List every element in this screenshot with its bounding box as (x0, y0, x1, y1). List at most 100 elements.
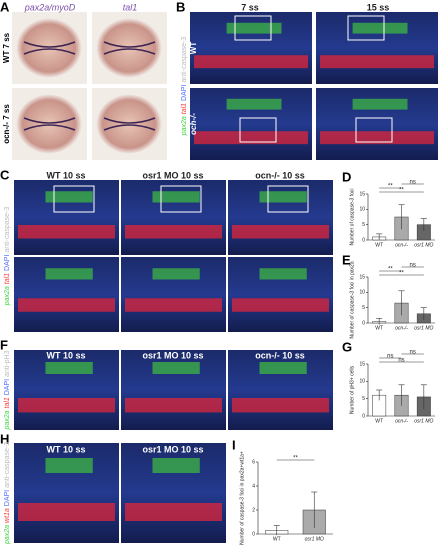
stain-stripe (23, 41, 76, 55)
signal-green (259, 268, 307, 280)
stain-label: pax2a wt1a DAPI anti-caspase-3 (4, 442, 11, 545)
panel-label: A (0, 0, 10, 14)
panel-label: H (0, 431, 9, 446)
y-tick-label: 10 (359, 379, 365, 385)
stain: DAPI (181, 85, 188, 101)
signal-red (320, 55, 434, 69)
roi-box (53, 185, 95, 213)
signal-red (194, 131, 308, 145)
signal-green (45, 458, 93, 473)
stain: tal1 (4, 273, 11, 284)
column-header: osr1 MO 10 ss (142, 170, 203, 180)
signal-red (125, 225, 222, 239)
signal-red (125, 503, 222, 521)
signal-green (226, 98, 282, 110)
row-label: ocn-/- 7 ss (2, 104, 11, 144)
significance-label: ** (399, 188, 404, 194)
x-tick-label: osr1 MO (305, 536, 324, 542)
stain-label: pax2a tal1 DAPI anti-caspase-3 (181, 37, 188, 137)
signal-green (45, 191, 93, 203)
panel-label: C (0, 167, 10, 182)
embryo (96, 18, 162, 78)
signal-red (194, 55, 308, 69)
y-tick-label: 0 (362, 320, 365, 326)
signal-red (125, 298, 222, 312)
y-tick-label: 5 (362, 305, 365, 311)
row-label: och-/- (189, 113, 198, 135)
significance-label: ** (399, 271, 404, 277)
y-tick-label: 0 (362, 413, 365, 419)
significance-label: ns (398, 358, 404, 364)
embryo (16, 94, 82, 154)
y-tick-label: 6 (252, 459, 255, 465)
signal-red (18, 398, 115, 413)
signal-green (259, 362, 307, 374)
y-tick-label: 5 (362, 222, 365, 228)
roi-box (355, 117, 393, 143)
y-axis-label: Number of caspase-3 foci in pax2a+wt1a+ (239, 451, 245, 545)
signal-green (45, 362, 93, 374)
x-tick-label: WT (375, 418, 383, 424)
y-tick-label: 10 (359, 290, 365, 296)
x-tick-label: osr1 MO (414, 325, 433, 331)
column-header: osr1 MO 10 ss (142, 444, 203, 454)
stain: DAPI (4, 379, 11, 395)
roi-box (267, 185, 309, 213)
panel-label: E (342, 252, 351, 267)
row-label: WT (189, 42, 198, 55)
significance-label: ** (293, 456, 298, 462)
stain: wt1a (4, 508, 11, 523)
roi-box (160, 185, 202, 213)
embryo (96, 94, 162, 154)
y-tick-label: 15 (359, 274, 365, 280)
column-header: WT 10 ss (46, 350, 85, 360)
roi-box (239, 117, 277, 143)
signal-green (152, 268, 200, 280)
row-label: WT 7 ss (2, 32, 11, 63)
x-tick-label: ocn-/- (395, 418, 408, 424)
stain: DAPI (4, 490, 11, 506)
signal-green (226, 22, 282, 34)
significance-label: ** (388, 184, 393, 190)
stain: pax2a (4, 410, 11, 430)
x-tick-label: ocn-/- (395, 325, 408, 331)
x-tick-label: ocn-/- (395, 242, 408, 248)
column-header: osr1 MO 10 ss (142, 350, 203, 360)
signal-green (352, 98, 408, 110)
x-tick-label: WT (375, 242, 383, 248)
x-tick-label: WT (273, 536, 281, 542)
significance-label: ns (409, 180, 415, 186)
column-header: tal1 (123, 2, 138, 12)
y-axis-label: Number of caspase-3 foci in pax2a (349, 261, 355, 338)
stain: anti-pH3 (4, 350, 11, 377)
column-header: WT 10 ss (46, 444, 85, 454)
stain: tal1 (4, 397, 11, 408)
stain: anti-caspase-3 (4, 207, 11, 253)
x-tick-label: osr1 MO (414, 418, 433, 424)
signal-red (320, 131, 434, 145)
significance-label: ** (388, 267, 393, 273)
significance-label: ns (387, 354, 393, 360)
y-tick-label: 2 (252, 507, 255, 513)
signal-green (352, 22, 408, 34)
signal-red (18, 225, 115, 239)
y-axis-label: Number of pH3+ cells (349, 365, 355, 414)
stain: anti-caspase-3 (181, 37, 188, 83)
y-tick-label: 15 (359, 361, 365, 367)
signal-red (232, 298, 329, 312)
signal-red (125, 398, 222, 413)
signal-green (259, 191, 307, 203)
column-header: ocn-/- 10 ss (255, 170, 305, 180)
stain: tal1 (181, 103, 188, 114)
stain: anti-caspase-3 (4, 442, 11, 488)
roi-box (234, 15, 272, 41)
signal-red (18, 503, 115, 521)
roi-box (347, 15, 385, 41)
column-header: 7 ss (241, 2, 259, 12)
significance-label: ns (409, 350, 415, 356)
x-tick-label: WT (375, 325, 383, 331)
stain: pax2a (181, 116, 188, 136)
signal-green (152, 458, 200, 473)
column-header: 15 ss (367, 2, 390, 12)
